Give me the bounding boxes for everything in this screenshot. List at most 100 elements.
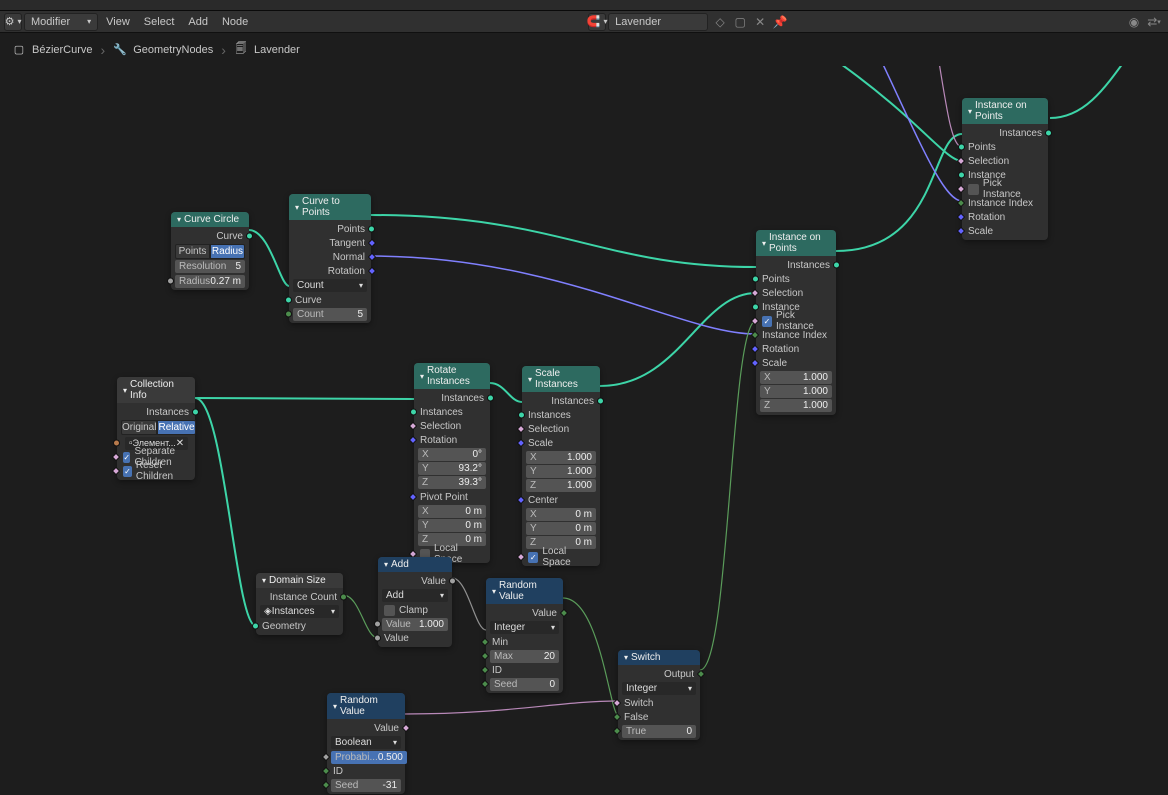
editor-type-button[interactable]: ⚙▾ [4,13,22,31]
node-scale-instances[interactable]: Scale Instances Instances Instances Sele… [522,366,600,566]
menu-add[interactable]: Add [182,16,214,28]
node-curve-circle[interactable]: Curve Circle Curve Points Radius Resolut… [171,212,249,290]
socket-value-out: Value [378,574,452,588]
socket-id-in: ID [486,663,563,677]
socket-id-in: ID [327,764,405,778]
socket-rotation-in: Rotation [756,342,836,356]
clamp-check[interactable]: Clamp [378,603,452,617]
node-title[interactable]: Rotate Instances [414,363,490,389]
scale-z[interactable]: Z1.000 [760,399,832,412]
breadcrumb-object[interactable]: ▢ BézierCurve [12,43,93,57]
socket-instances-out: Instances [117,405,195,419]
socket-min-in: Min [486,635,563,649]
max-field[interactable]: Max20 [490,650,559,663]
true-field[interactable]: True0 [622,725,696,738]
count-field[interactable]: Count5 [293,308,367,321]
socket-instances-out: Instances [522,394,600,408]
node-title[interactable]: Random Value [486,578,563,604]
node-title[interactable]: Add [378,557,452,572]
node-title[interactable]: Domain Size [256,573,343,588]
node-switch[interactable]: Switch Output Integer▾ Switch False True… [618,650,700,740]
pick-instance-check[interactable]: Pick Instance [962,182,1048,196]
overlay-icon[interactable]: ◉ [1124,13,1144,31]
cen-y[interactable]: Y0 m [526,522,596,535]
scale-z[interactable]: Z1.000 [526,479,596,492]
reset-children-check[interactable]: ✓Reset Children [117,464,195,478]
node-title[interactable]: Collection Info [117,377,195,403]
pin-icon[interactable]: 📌 [770,13,790,31]
fake-user-icon[interactable]: ▢ [730,13,750,31]
breadcrumb-modifier[interactable]: 🔧 GeometryNodes [113,43,213,57]
node-canvas[interactable]: Curve Circle Curve Points Radius Resolut… [0,66,1168,795]
top-info-bar [0,0,1168,11]
scale-label: Scale [522,436,600,450]
menu-view[interactable]: View [100,16,136,28]
node-rotate-instances[interactable]: Rotate Instances Instances Instances Sel… [414,363,490,563]
mode-toggle[interactable]: Points Radius [175,244,245,259]
snap-button[interactable]: 🧲▾ [588,13,606,31]
menu-select[interactable]: Select [138,16,181,28]
unlink-icon[interactable]: ✕ [750,13,770,31]
node-title[interactable]: Switch [618,650,700,665]
resolution-field[interactable]: Resolution5 [175,260,245,273]
scale-y[interactable]: Y1.000 [760,385,832,398]
node-collection-info[interactable]: Collection Info Instances Original Relat… [117,377,195,480]
cen-x[interactable]: X0 m [526,508,596,521]
socket-value-in: Value [378,631,452,645]
modifier-icon: 🔧 [113,43,127,57]
node-title[interactable]: Scale Instances [522,366,600,392]
node-instance-on-points-1[interactable]: Instance on Points Instances Points Sele… [756,230,836,415]
node-math-add[interactable]: Add Value Add▾ Clamp Value1.000 Value [378,557,452,647]
type-dropdown[interactable]: Integer▾ [622,682,696,695]
socket-selection-in: Selection [522,422,600,436]
scale-x[interactable]: X1.000 [760,371,832,384]
center-label: Center [522,493,600,507]
rot-x[interactable]: X0° [418,448,486,461]
node-title[interactable]: Random Value [327,693,405,719]
node-domain-size[interactable]: Domain Size Instance Count ◈ Instances▾ … [256,573,343,635]
node-curve-to-points[interactable]: Curve to Points Points Tangent Normal Ro… [289,194,371,323]
arrows-icon[interactable]: ⇄▾ [1144,13,1164,31]
node-title[interactable]: Curve Circle [171,212,249,227]
socket-points-in: Points [756,272,836,286]
socket-value-out: Value [327,721,405,735]
node-title[interactable]: Curve to Points [289,194,371,220]
probability-field[interactable]: Probabi...0.500 [331,751,407,764]
transform-toggle[interactable]: Original Relative [121,420,191,435]
socket-curve-out: Curve [171,229,249,243]
type-dropdown[interactable]: Boolean▾ [331,736,401,749]
radius-field[interactable]: Radius0.27 m [175,275,245,288]
mode-dropdown[interactable]: Count▾ [293,279,367,292]
socket-output-out: Output [618,667,700,681]
node-random-value-int[interactable]: Random Value Value Integer▾ Min Max20 ID… [486,578,563,693]
scale-x[interactable]: X1.000 [526,451,596,464]
shield-icon[interactable]: ◇ [710,13,730,31]
seed-field[interactable]: Seed-31 [331,779,401,792]
nodetree-icon: 🗐 [234,43,248,57]
node-title[interactable]: Instance on Points [756,230,836,256]
scale-y[interactable]: Y1.000 [526,465,596,478]
type-dropdown[interactable]: Integer▾ [490,621,559,634]
local-space-check[interactable]: ✓Local Space [522,550,600,564]
piv-y[interactable]: Y0 m [418,519,486,532]
node-random-value-bool[interactable]: Random Value Value Boolean▾ Probabi...0.… [327,693,405,794]
breadcrumb-tree[interactable]: 🗐 Lavender [234,43,300,57]
node-instance-on-points-2[interactable]: Instance on Points Instances Points Sele… [962,98,1048,240]
pick-instance-check[interactable]: ✓Pick Instance [756,314,836,328]
socket-index-in: Instance Index [962,196,1048,210]
socket-instances-in: Instances [414,405,490,419]
node-title[interactable]: Instance on Points [962,98,1048,124]
scale-label: Scale [756,356,836,370]
component-dropdown[interactable]: ◈ Instances▾ [260,605,339,618]
menu-node[interactable]: Node [216,16,254,28]
value1-field[interactable]: Value1.000 [382,618,448,631]
nodetree-name-field[interactable]: Lavender [608,13,708,31]
rot-y[interactable]: Y93.2° [418,462,486,475]
seed-field[interactable]: Seed0 [490,678,559,691]
breadcrumb-path: ▢ BézierCurve › 🔧 GeometryNodes › 🗐 Lave… [0,33,1168,66]
mode-dropdown[interactable]: Modifier▾ [24,13,98,31]
piv-x[interactable]: X0 m [418,505,486,518]
op-dropdown[interactable]: Add▾ [382,589,448,602]
socket-instances-out: Instances [962,126,1048,140]
rot-z[interactable]: Z39.3° [418,476,486,489]
